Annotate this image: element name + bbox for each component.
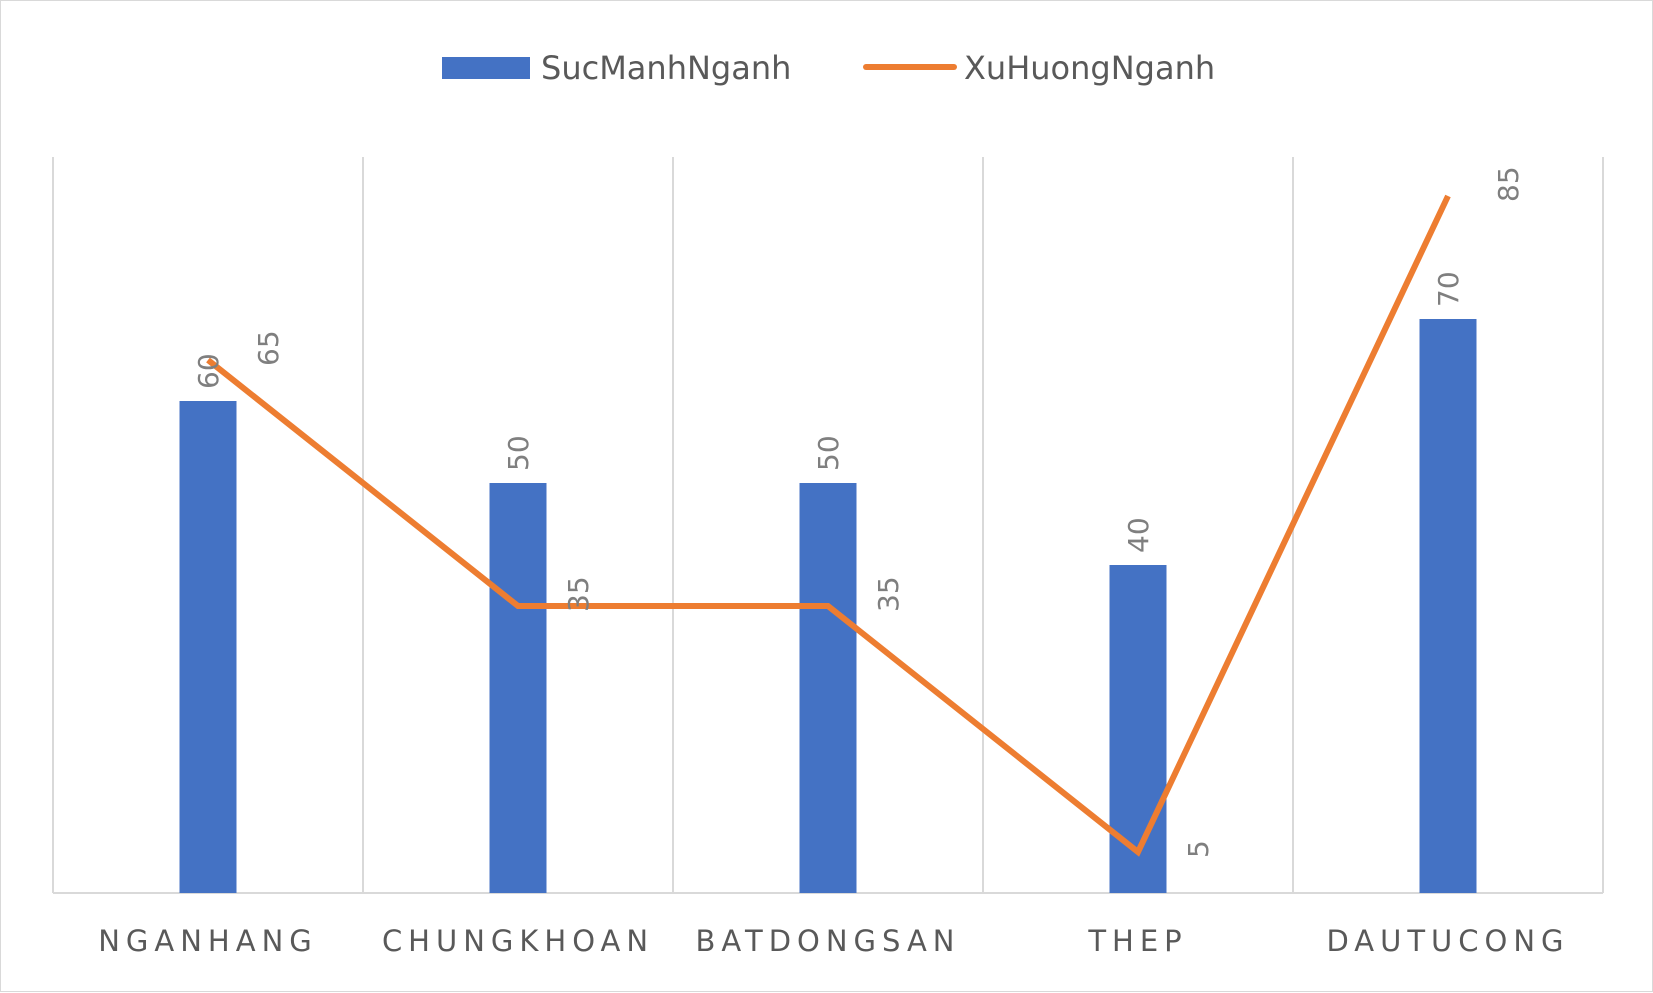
bar-chungkhoan: [489, 483, 547, 893]
category-label: THEP: [1087, 924, 1187, 958]
category-label: BATDONGSAN: [696, 924, 961, 958]
line-data-label: 65: [252, 330, 285, 366]
legend-label: XuHuongNganh: [964, 49, 1215, 87]
line-data-label: 5: [1182, 840, 1215, 858]
legend-swatch-bar: [442, 57, 530, 79]
bar-data-label: 60: [192, 353, 225, 389]
bar-thep: [1109, 565, 1167, 893]
line-data-label: 85: [1492, 166, 1525, 202]
category-label: DAUTUCONG: [1326, 924, 1569, 958]
line-data-label: 35: [872, 576, 905, 612]
bar-data-label: 40: [1122, 517, 1155, 553]
line-data-label: 35: [562, 576, 595, 612]
bar-batdongsan: [799, 483, 857, 893]
bar-nganhang: [179, 401, 237, 893]
bar-dautucong: [1419, 319, 1477, 893]
category-label: NGANHANG: [98, 924, 318, 958]
legend-label: SucManhNganh: [541, 49, 791, 87]
trend-line: [206, 194, 1451, 857]
bar-data-label: 70: [1432, 271, 1465, 307]
category-label: CHUNGKHOAN: [382, 924, 654, 958]
legend: SucManhNganh XuHuongNganh: [442, 49, 1215, 87]
bar-data-label: 50: [502, 435, 535, 471]
bar-data-label: 50: [812, 435, 845, 471]
